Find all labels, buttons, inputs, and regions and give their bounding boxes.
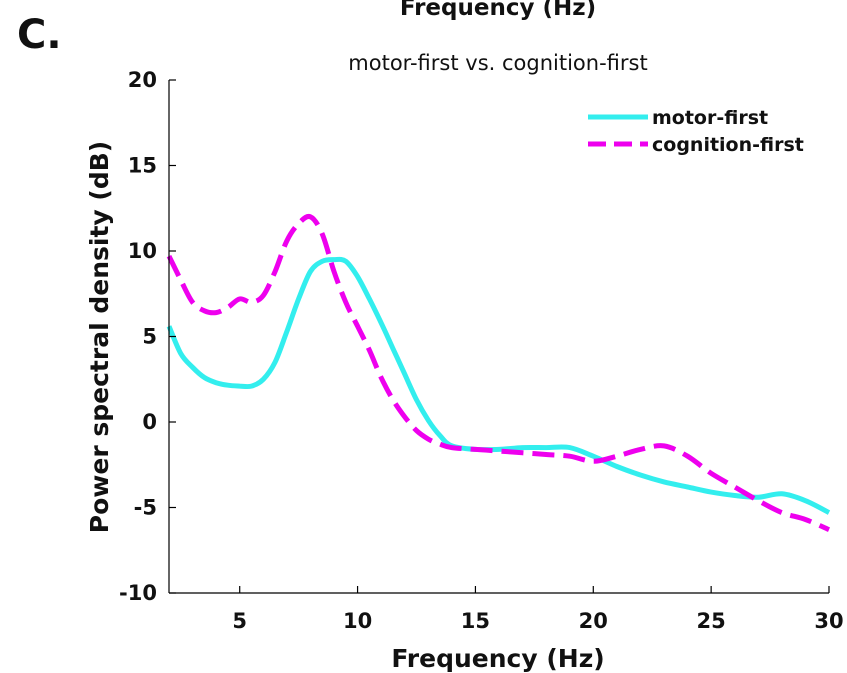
y-tick-label: 20 [128,68,157,92]
clipped-top-label: Frequency (Hz) [400,0,596,21]
x-tick-label: 15 [461,609,490,633]
legend-label: motor-first [652,107,768,129]
legend: motor-first cognition-first [588,107,804,156]
chart-title: motor-first vs. cognition-first [348,51,647,75]
y-tick-label: -10 [119,581,157,605]
x-axis-label: Frequency (Hz) [391,644,604,673]
y-tick-label: 0 [142,410,157,434]
y-axis-label: Power spectral density (dB) [85,141,114,533]
x-tick-label: 30 [814,609,843,633]
y-tick-label: 5 [142,325,157,349]
y-ticks: -10 -5 0 5 10 15 20 [119,68,176,605]
x-tick-label: 20 [579,609,608,633]
y-tick-label: -5 [134,496,157,520]
y-tick-label: 15 [128,154,157,178]
panel-label: C. [17,12,62,58]
x-tick-label: 10 [343,609,372,633]
y-tick-label: 10 [128,239,157,263]
series-line-cognition-first [166,213,831,532]
x-ticks: 5 10 15 20 25 30 [232,586,844,633]
series-lines [166,213,831,532]
x-tick-label: 5 [232,609,247,633]
x-tick-label: 25 [697,609,726,633]
legend-label: cognition-first [652,134,804,156]
axes [168,80,829,594]
series-line-motor-first [166,256,831,515]
